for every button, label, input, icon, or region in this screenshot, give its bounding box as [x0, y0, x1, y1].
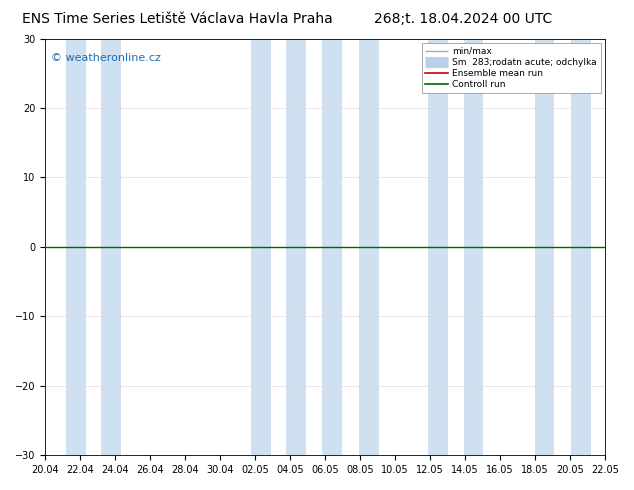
Bar — [463, 39, 483, 455]
Bar — [101, 39, 121, 455]
Bar — [251, 39, 271, 455]
Legend: min/max, Sm  283;rodatn acute; odchylka, Ensemble mean run, Controll run: min/max, Sm 283;rodatn acute; odchylka, … — [422, 43, 600, 93]
Text: 268;t. 18.04.2024 00 UTC: 268;t. 18.04.2024 00 UTC — [373, 12, 552, 26]
Text: © weatheronline.cz: © weatheronline.cz — [51, 53, 160, 63]
Bar — [535, 39, 554, 455]
Bar — [359, 39, 378, 455]
Bar — [66, 39, 86, 455]
Bar — [429, 39, 448, 455]
Text: ENS Time Series Letiště Václava Havla Praha: ENS Time Series Letiště Václava Havla Pr… — [22, 12, 333, 26]
Bar — [286, 39, 306, 455]
Bar — [571, 39, 591, 455]
Bar — [322, 39, 342, 455]
